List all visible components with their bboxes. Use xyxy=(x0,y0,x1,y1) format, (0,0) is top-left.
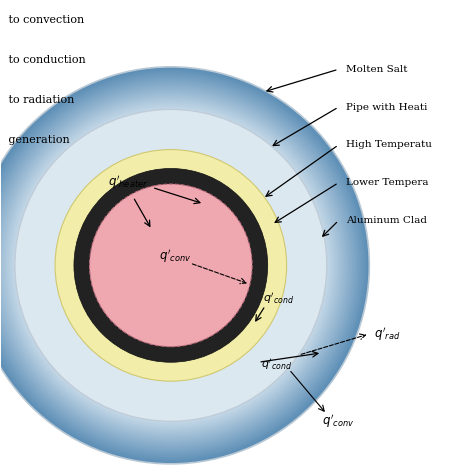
Circle shape xyxy=(0,93,343,438)
Circle shape xyxy=(9,104,332,427)
Circle shape xyxy=(0,95,341,436)
Circle shape xyxy=(1,96,340,435)
Circle shape xyxy=(0,90,346,440)
Circle shape xyxy=(0,85,351,446)
Circle shape xyxy=(0,80,356,450)
Circle shape xyxy=(5,100,337,431)
Text: $q'_{conv}$: $q'_{conv}$ xyxy=(322,412,355,430)
Circle shape xyxy=(10,104,332,426)
Text: $q'_{cond}$: $q'_{cond}$ xyxy=(263,291,294,306)
Circle shape xyxy=(0,79,357,452)
Circle shape xyxy=(0,82,354,448)
Circle shape xyxy=(0,67,369,464)
Circle shape xyxy=(7,101,335,429)
Circle shape xyxy=(0,80,356,451)
Circle shape xyxy=(11,106,330,425)
Text: generation: generation xyxy=(5,135,70,145)
Circle shape xyxy=(13,108,328,423)
Circle shape xyxy=(8,102,334,428)
Circle shape xyxy=(0,82,355,449)
Circle shape xyxy=(0,78,358,453)
Circle shape xyxy=(14,109,328,422)
Circle shape xyxy=(74,168,268,362)
Circle shape xyxy=(0,91,345,439)
Circle shape xyxy=(0,72,365,459)
Text: $q'_{conv}$: $q'_{conv}$ xyxy=(159,247,192,264)
Text: to radiation: to radiation xyxy=(5,95,75,105)
Text: $q'_{rad}$: $q'_{rad}$ xyxy=(374,325,401,343)
Circle shape xyxy=(4,99,337,432)
Text: Aluminum Clad: Aluminum Clad xyxy=(346,216,427,225)
Circle shape xyxy=(6,100,336,430)
Circle shape xyxy=(0,94,342,436)
Circle shape xyxy=(0,83,353,447)
Circle shape xyxy=(3,98,338,433)
Circle shape xyxy=(0,68,368,463)
Circle shape xyxy=(13,107,329,423)
Circle shape xyxy=(0,73,364,458)
Text: Molten Salt: Molten Salt xyxy=(346,65,407,74)
Circle shape xyxy=(55,150,287,381)
Circle shape xyxy=(0,91,345,440)
Text: to convection: to convection xyxy=(5,15,85,25)
Circle shape xyxy=(0,84,352,447)
Circle shape xyxy=(0,76,360,455)
Circle shape xyxy=(0,92,344,438)
Circle shape xyxy=(0,71,365,460)
Circle shape xyxy=(0,69,367,462)
Circle shape xyxy=(2,97,339,434)
Circle shape xyxy=(0,75,361,456)
Circle shape xyxy=(0,75,362,456)
Circle shape xyxy=(0,77,359,454)
Circle shape xyxy=(0,90,346,441)
Circle shape xyxy=(6,101,335,430)
Circle shape xyxy=(0,84,352,446)
Circle shape xyxy=(0,87,349,444)
Circle shape xyxy=(0,68,369,463)
Circle shape xyxy=(12,107,329,424)
Circle shape xyxy=(0,81,355,450)
Circle shape xyxy=(0,86,350,445)
Circle shape xyxy=(0,71,366,460)
Text: $q'_{cond}$: $q'_{cond}$ xyxy=(261,357,292,372)
Circle shape xyxy=(0,74,362,457)
Circle shape xyxy=(0,77,359,453)
Text: Lower Tempera: Lower Tempera xyxy=(346,178,428,187)
Circle shape xyxy=(90,184,252,346)
Circle shape xyxy=(0,87,349,443)
Circle shape xyxy=(3,97,339,433)
Circle shape xyxy=(0,73,363,457)
Text: Pipe with Heati: Pipe with Heati xyxy=(346,102,427,111)
Circle shape xyxy=(0,70,366,461)
Text: to conduction: to conduction xyxy=(5,55,86,65)
Circle shape xyxy=(15,109,327,421)
Circle shape xyxy=(0,88,348,443)
Circle shape xyxy=(10,105,331,426)
Circle shape xyxy=(0,89,347,442)
Text: $q'_{heater}$: $q'_{heater}$ xyxy=(108,174,148,191)
Circle shape xyxy=(9,103,333,428)
Circle shape xyxy=(0,94,342,437)
Text: High Temperatu: High Temperatu xyxy=(346,140,431,149)
